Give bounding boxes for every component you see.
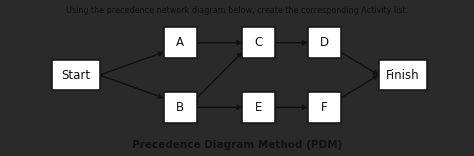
FancyBboxPatch shape	[242, 92, 275, 123]
Text: F: F	[321, 101, 328, 114]
FancyBboxPatch shape	[308, 27, 340, 58]
Text: C: C	[255, 36, 263, 49]
Text: Using the precedence network diagram below, create the corresponding Activity li: Using the precedence network diagram bel…	[66, 6, 408, 15]
FancyBboxPatch shape	[242, 27, 275, 58]
Text: E: E	[255, 101, 263, 114]
FancyBboxPatch shape	[308, 92, 340, 123]
FancyBboxPatch shape	[379, 60, 427, 90]
Text: Finish: Finish	[386, 69, 419, 82]
FancyBboxPatch shape	[52, 60, 100, 90]
Text: Start: Start	[61, 69, 90, 82]
FancyBboxPatch shape	[164, 27, 197, 58]
Text: D: D	[319, 36, 329, 49]
Text: Precedence Diagram Method (PDM): Precedence Diagram Method (PDM)	[132, 140, 342, 150]
FancyBboxPatch shape	[164, 92, 197, 123]
Text: B: B	[176, 101, 184, 114]
Text: A: A	[176, 36, 184, 49]
